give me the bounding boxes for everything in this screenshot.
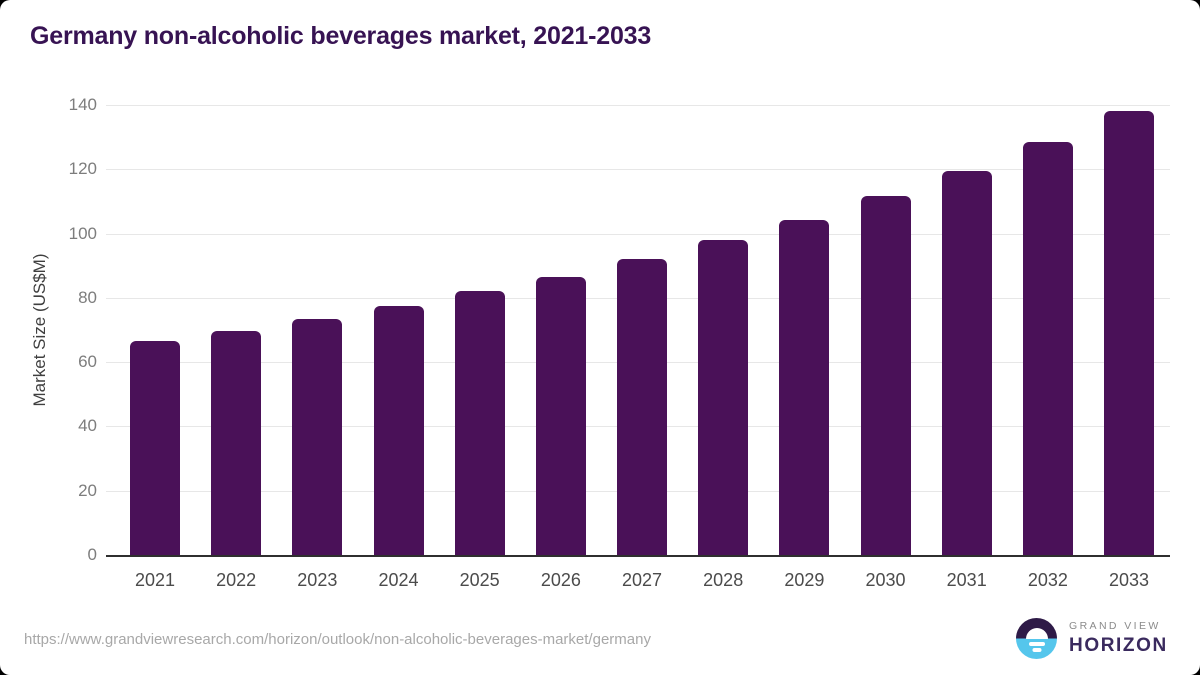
y-tick-label-0: 0 <box>87 545 97 564</box>
bar-2031 <box>941 171 992 555</box>
x-tick-label-2021: 2021 <box>134 570 176 590</box>
y-tick-label-80: 80 <box>78 287 97 307</box>
bar-2027 <box>617 258 668 555</box>
chart-title: Germany non-alcoholic beverages market, … <box>30 22 652 50</box>
logo-text: GRAND VIEW HORIZON <box>1069 620 1168 657</box>
bar-2026 <box>535 276 586 555</box>
y-tick-label-40: 40 <box>78 416 97 436</box>
bar-2025 <box>454 291 505 555</box>
x-tick-label-2028: 2028 <box>703 570 744 590</box>
sun-dome-shape <box>1025 627 1048 639</box>
grand-view-horizon-logo: GRAND VIEW HORIZON <box>1016 618 1168 659</box>
x-tick-label-2025: 2025 <box>459 570 500 590</box>
wave-line-shape <box>1028 642 1045 646</box>
bar-2033 <box>1104 111 1155 555</box>
bar-2022 <box>211 330 262 555</box>
bar-2023 <box>292 318 343 555</box>
x-tick-label-2029: 2029 <box>784 570 825 590</box>
y-tick-label-140: 140 <box>68 95 97 114</box>
x-tick-label-2027: 2027 <box>621 570 663 590</box>
x-tick-label-2024: 2024 <box>378 570 419 590</box>
bar-2028 <box>698 240 749 555</box>
bar-2029 <box>779 220 830 555</box>
bar-2021 <box>130 340 180 555</box>
y-axis-title: Market Size (US$M) <box>30 253 49 407</box>
plot-area <box>106 105 1170 557</box>
gridline-120 <box>106 169 1170 171</box>
x-tick-label-2022: 2022 <box>216 570 257 590</box>
y-tick-label-120: 120 <box>68 159 97 179</box>
gridline-140 <box>106 105 1170 106</box>
source-url: https://www.grandviewresearch.com/horizo… <box>24 631 651 648</box>
logo-product-name: HORIZON <box>1069 635 1168 656</box>
x-tick-label-2023: 2023 <box>297 570 338 590</box>
y-tick-label-100: 100 <box>68 223 97 243</box>
wave-line-shape <box>1032 648 1041 652</box>
x-tick-label-2033: 2033 <box>1109 570 1150 590</box>
x-tick-label-2030: 2030 <box>865 570 906 590</box>
x-tick-label-2032: 2032 <box>1027 570 1068 590</box>
y-tick-label-20: 20 <box>78 480 97 500</box>
y-tick-label-60: 60 <box>78 352 97 372</box>
bar-2032 <box>1022 142 1073 555</box>
logo-company-name: GRAND VIEW <box>1069 620 1161 632</box>
bar-2030 <box>860 195 911 555</box>
gridline-100 <box>106 233 1170 235</box>
x-tick-label-2026: 2026 <box>540 570 581 590</box>
horizon-sunrise-icon <box>1016 618 1057 659</box>
bar-2024 <box>373 305 424 555</box>
x-tick-label-2031: 2031 <box>946 570 987 590</box>
